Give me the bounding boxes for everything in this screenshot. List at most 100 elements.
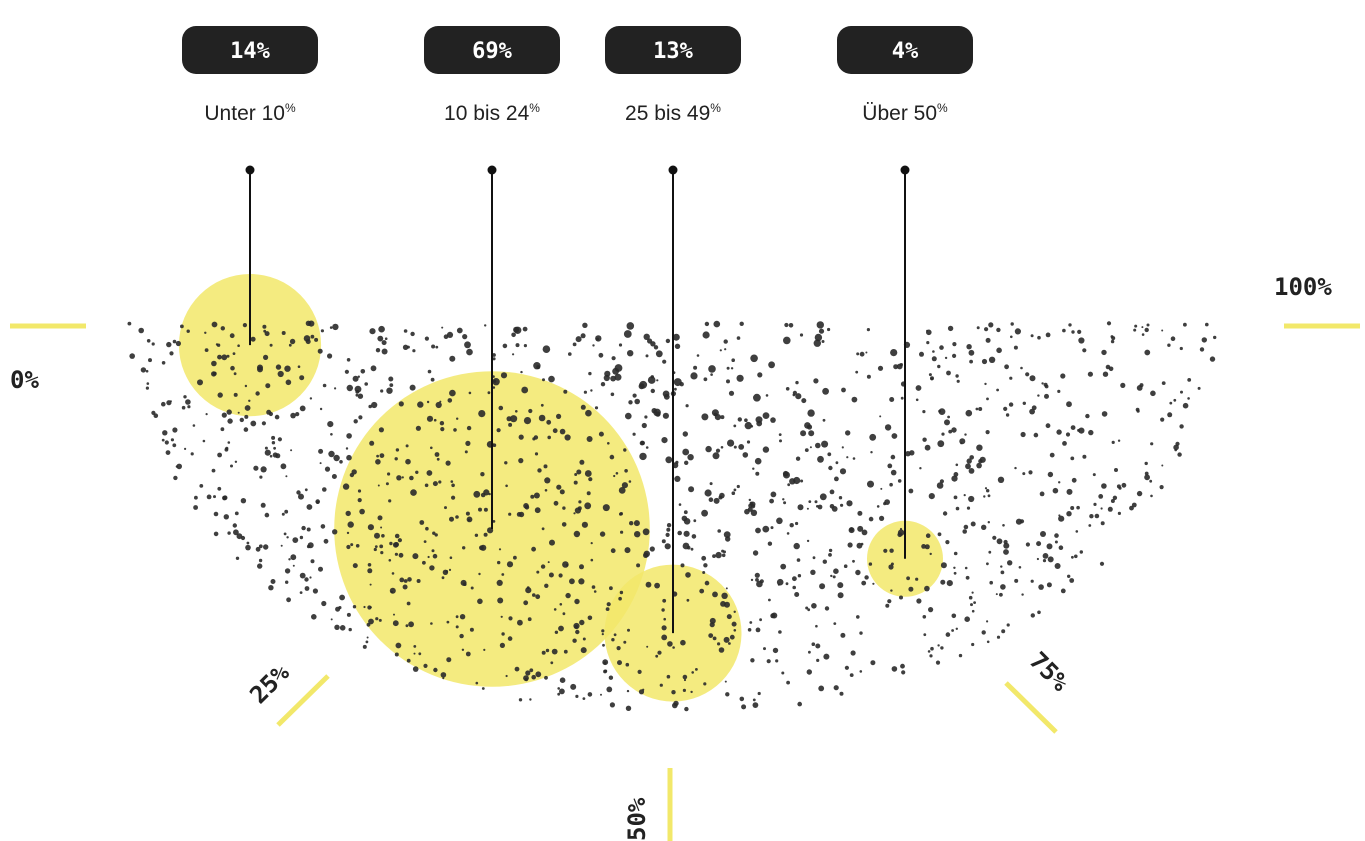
scatter-dot (522, 326, 528, 332)
scatter-dot (721, 592, 728, 599)
scatter-dot (530, 494, 535, 499)
scatter-dot (811, 642, 816, 646)
scatter-dot (397, 538, 402, 543)
scatter-dot (497, 560, 501, 565)
scatter-dot (525, 670, 531, 676)
scatter-dot (718, 647, 725, 653)
scatter-dot (480, 492, 486, 498)
scatter-dot (1180, 390, 1183, 394)
scatter-dot (930, 377, 934, 381)
scatter-dot (936, 482, 944, 489)
scatter-dot (465, 651, 471, 657)
scatter-dot (772, 647, 779, 654)
scatter-dot (456, 327, 463, 334)
scatter-dot (988, 356, 996, 363)
scatter-dot (953, 571, 957, 575)
scatter-dot (915, 577, 919, 581)
scatter-dot (327, 353, 333, 359)
scatter-dot (654, 582, 660, 589)
scatter-dot (724, 348, 727, 351)
scatter-dot (1052, 487, 1059, 494)
scatter-dot (492, 520, 496, 523)
scatter-dot (754, 457, 762, 465)
scatter-dot (969, 455, 974, 460)
scatter-dot (968, 495, 975, 503)
scatter-dot (756, 420, 763, 427)
scatter-dot (770, 417, 776, 423)
scatter-dot (441, 326, 444, 329)
scatter-dot (717, 529, 721, 533)
scatter-dot (284, 568, 291, 574)
scatter-dot (431, 549, 435, 553)
scatter-dot (617, 660, 622, 666)
scatter-dot (470, 586, 474, 590)
scatter-dot (269, 343, 273, 347)
scatter-dot (578, 500, 582, 504)
scatter-dot (344, 369, 349, 374)
scatter-dot (386, 387, 393, 394)
scatter-dot (162, 430, 168, 436)
scatter-dot (1000, 584, 1006, 590)
scatter-dot (1173, 444, 1179, 451)
scatter-dot (500, 372, 508, 379)
scatter-dot (547, 561, 550, 564)
scatter-dot (365, 640, 369, 644)
scatter-dot (1066, 488, 1073, 495)
scatter-dot (599, 531, 606, 537)
scatter-dot (388, 559, 392, 562)
scatter-dot (996, 388, 999, 392)
scatter-dot (868, 516, 874, 522)
scatter-dot (964, 616, 970, 622)
scatter-dot (1076, 505, 1080, 510)
scatter-dot (213, 511, 219, 517)
category-label-1: 10 bis 24% (444, 101, 540, 125)
scatter-dot (688, 486, 695, 493)
scatter-dot (828, 548, 833, 553)
scatter-dot (623, 448, 627, 452)
scatter-dot (623, 640, 627, 644)
scatter-dot (243, 427, 249, 432)
scatter-dot (704, 321, 710, 327)
scatter-dot (788, 323, 794, 328)
scatter-dot (459, 633, 464, 639)
scatter-dot (614, 373, 622, 381)
scatter-dot (684, 460, 689, 465)
scatter-dot (153, 413, 159, 419)
scatter-dot (1039, 491, 1045, 497)
scatter-dot (1014, 466, 1017, 470)
scatter-dot (929, 654, 933, 658)
scatter-dot (1003, 549, 1009, 555)
scatter-dot (535, 671, 542, 678)
scatter-dot (532, 593, 536, 597)
tick-label-75: 75% (1024, 646, 1075, 697)
scatter-dot (450, 480, 454, 483)
scatter-dot (320, 329, 324, 333)
scatter-dot (682, 674, 688, 680)
scatter-dot (792, 585, 796, 590)
scatter-dot (446, 331, 454, 338)
scatter-dot (190, 452, 194, 456)
scatter-dot (557, 692, 561, 696)
scatter-dot (955, 506, 960, 511)
scatter-dot (1114, 468, 1118, 472)
scatter-dot (696, 354, 700, 357)
scatter-dot (542, 378, 545, 382)
scatter-dot (1003, 539, 1008, 545)
scatter-dot (245, 544, 251, 551)
scatter-dot (1134, 324, 1138, 328)
scatter-dot (204, 348, 209, 352)
scatter-dot (837, 582, 844, 589)
scatter-dot (534, 452, 539, 456)
scatter-dot (792, 576, 797, 582)
scatter-dot (521, 386, 529, 394)
scatter-dot (827, 452, 832, 457)
scatter-dot (440, 672, 447, 678)
scatter-dot (464, 341, 471, 349)
scatter-dot (306, 544, 311, 549)
scatter-dot (166, 400, 172, 406)
scatter-dot (406, 658, 411, 663)
scatter-dot (1144, 474, 1150, 481)
scatter-dot (424, 483, 429, 488)
scatter-dot (385, 482, 389, 486)
scatter-dot (906, 576, 910, 581)
